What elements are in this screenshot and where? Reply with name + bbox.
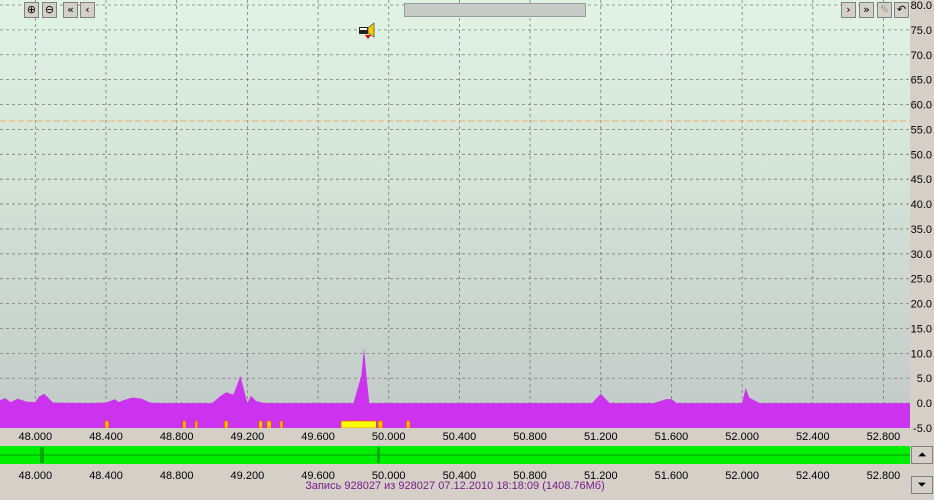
undo-button[interactable]: ↶ [894,2,909,18]
record-label: Запись [305,480,342,492]
marker-arrow [365,35,371,39]
plot-background [0,0,910,428]
zoom-out-icon: ⊖ [44,3,55,16]
x-tick-label: 52.400 [796,470,830,482]
x-tick-label: 49.200 [231,470,265,482]
overview-dark-segment [377,447,380,463]
double-chevron-up-icon: ⏶ [917,448,927,461]
x-tick-label: 51.200 [584,431,618,443]
disabled-button[interactable]: ✎ [877,2,892,18]
y-tick-label: 0.0 [917,398,932,410]
overview-x-axis-labels: 48.000 48.400 48.800 49.200 49.600 50.000 50.4… [19,470,901,482]
y-tick-label: 10.0 [911,348,932,360]
x-tick-label: 49.200 [231,431,265,443]
x-tick-label: 50.400 [443,470,477,482]
y-tick-label: 30.0 [911,249,932,261]
x-tick-label: 49.600 [301,431,335,443]
y-tick-label: 45.0 [911,174,932,186]
x-tick-label: 52.000 [725,431,759,443]
marker-line [360,28,367,30]
event-marker [194,420,198,429]
marker-speaker [367,22,375,38]
x-tick-label: 50.800 [513,431,547,443]
event-marker [377,420,383,429]
y-tick-label: 25.0 [911,274,932,286]
x-tick-label: 50.000 [372,431,406,443]
x-tick-label: 50.400 [443,431,477,443]
zoom-in-button[interactable]: ⊕ [24,2,39,18]
zoom-in-icon: ⊕ [26,3,37,16]
series-area [0,348,910,428]
y-tick-label: 5.0 [917,373,932,385]
x-tick-label: 51.600 [655,470,689,482]
event-markers [104,420,411,429]
undo-icon: ↶ [896,3,907,16]
x-tick-label: 48.000 [19,431,53,443]
zoom-out-button[interactable]: ⊖ [42,2,57,18]
x-axis-labels: 48.000 48.400 48.800 49.200 49.600 50.000 50.4… [19,431,901,443]
record-size: (1408.76Мб) [542,480,605,492]
record-total: 928027 [398,480,436,492]
double-chevron-down-icon: ⏷ [917,478,927,491]
x-tick-label: 51.200 [584,470,618,482]
scroll-down-button[interactable]: ⏷ [911,476,933,494]
y-axis-labels: 80.0 75.0 70.0 65.0 60.0 55.0 50.0 45.0 40.0 35.0… [911,0,932,435]
record-datetime: 07.12.2010 18:18:09 [438,480,540,492]
record-number: 928027 [344,480,382,492]
overview-axis-strip [0,464,910,480]
fast-forward-button[interactable]: » [859,2,874,18]
event-marker [406,420,411,429]
step-forward-button[interactable]: › [841,2,856,18]
x-tick-label: 52.800 [867,470,901,482]
y-tick-label: 40.0 [911,199,932,211]
scrollbar-thumb[interactable] [404,3,586,17]
y-tick-label: 15.0 [911,323,932,335]
y-tick-label: 75.0 [911,25,932,37]
event-marker [258,420,263,429]
scroll-up-button[interactable]: ⏶ [911,446,933,464]
y-tick-label: 50.0 [911,149,932,161]
x-tick-label: 51.600 [655,431,689,443]
y-tick-label: 80.0 [911,0,932,12]
y-tick-label: 20.0 [911,299,932,311]
step-back-icon: ‹ [85,3,90,16]
event-marker [340,420,377,429]
x-axis-strip [0,428,910,444]
x-tick-label: 48.400 [89,431,123,443]
event-marker [182,420,187,429]
x-tick-label: 52.400 [796,431,830,443]
x-tick-label: 48.800 [160,470,194,482]
speaker-marker-icon[interactable] [358,22,378,40]
x-tick-label: 50.800 [513,470,547,482]
x-tick-label: 52.000 [725,470,759,482]
y-tick-label: -5.0 [913,423,932,435]
event-marker [224,420,229,429]
y-tick-label: 35.0 [911,224,932,236]
rewind-icon: « [67,3,74,16]
fast-forward-icon: » [863,3,870,16]
y-tick-label: 55.0 [911,124,932,136]
step-back-button[interactable]: ‹ [80,2,95,18]
event-marker [104,420,109,429]
of-label: из [384,480,396,492]
x-tick-label: 49.600 [301,470,335,482]
x-tick-label: 50.000 [372,470,406,482]
step-forward-icon: › [846,3,851,16]
y-tick-label: 60.0 [911,100,932,112]
x-tick-label: 52.800 [867,431,901,443]
x-tick-label: 48.400 [89,470,123,482]
marker-box [359,27,368,34]
event-marker [266,420,272,429]
status-line: Запись 928027 из 928027 07.12.2010 18:18… [0,480,910,492]
disabled-icon: ✎ [879,3,890,16]
x-tick-label: 48.800 [160,431,194,443]
event-marker [279,420,284,429]
x-tick-label: 48.000 [19,470,53,482]
rewind-button[interactable]: « [63,2,78,18]
overview-dark-segment [40,447,44,463]
y-tick-label: 65.0 [911,75,932,87]
y-tick-label: 70.0 [911,50,932,62]
